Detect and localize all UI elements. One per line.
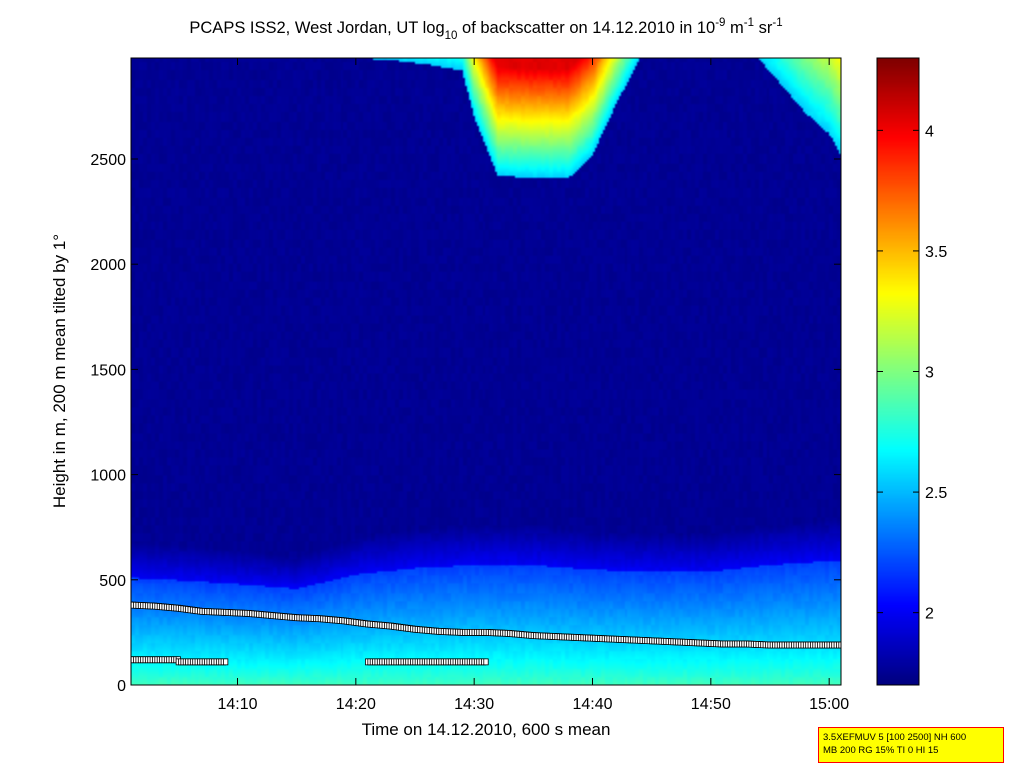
layer-marker xyxy=(223,658,229,666)
info-line-2: MB 200 RG 15% TI 0 HI 15 xyxy=(823,745,939,756)
plot-frame xyxy=(130,57,842,686)
y-tick-label: 2500 xyxy=(90,152,126,169)
x-tick-label: 14:20 xyxy=(336,696,376,713)
layer-marker xyxy=(483,658,489,666)
colorbar-ticks: 2 2.5 3 3.5 4 xyxy=(877,123,947,623)
plot-area xyxy=(130,57,842,686)
chart-title: PCAPS ISS2, West Jordan, UT log10 of bac… xyxy=(189,17,782,42)
colorbar-tick-label: 2 xyxy=(925,606,934,623)
colorbar-tick-label: 3.5 xyxy=(925,244,947,261)
y-tick-label: 2000 xyxy=(90,257,126,274)
layer-height-markers xyxy=(131,601,841,666)
x-axis-ticks: 14:10 14:20 14:30 14:40 14:50 15:00 xyxy=(217,58,849,713)
y-tick-label: 1000 xyxy=(90,468,126,485)
y-axis-label: Height in m, 200 m mean tilted by 1° xyxy=(50,234,69,508)
x-axis-label: Time on 14.12.2010, 600 s mean xyxy=(362,720,611,739)
x-tick-label: 14:30 xyxy=(454,696,494,713)
colorbar-tick-label: 3 xyxy=(925,365,934,382)
y-tick-label: 500 xyxy=(99,573,126,590)
y-axis-ticks: 0 500 1000 1500 2000 2500 xyxy=(90,152,841,695)
x-tick-label: 14:40 xyxy=(572,696,612,713)
colorbar: 2 2.5 3 3.5 4 xyxy=(876,57,947,686)
settings-info-box: 3.5XEFMUV 5 [100 2500] NH 600 MB 200 RG … xyxy=(818,727,1004,763)
colorbar-tick-label: 4 xyxy=(925,123,934,140)
x-tick-label: 15:00 xyxy=(809,696,849,713)
backscatter-heatmap xyxy=(131,58,841,685)
y-tick-label: 0 xyxy=(117,678,126,695)
colorbar-gradient xyxy=(877,58,919,685)
colorbar-tick-label: 2.5 xyxy=(925,485,947,502)
x-tick-label: 14:10 xyxy=(217,696,257,713)
y-tick-label: 1500 xyxy=(90,362,126,379)
x-tick-label: 14:50 xyxy=(691,696,731,713)
info-line-1: 3.5XEFMUV 5 [100 2500] NH 600 xyxy=(823,732,967,743)
